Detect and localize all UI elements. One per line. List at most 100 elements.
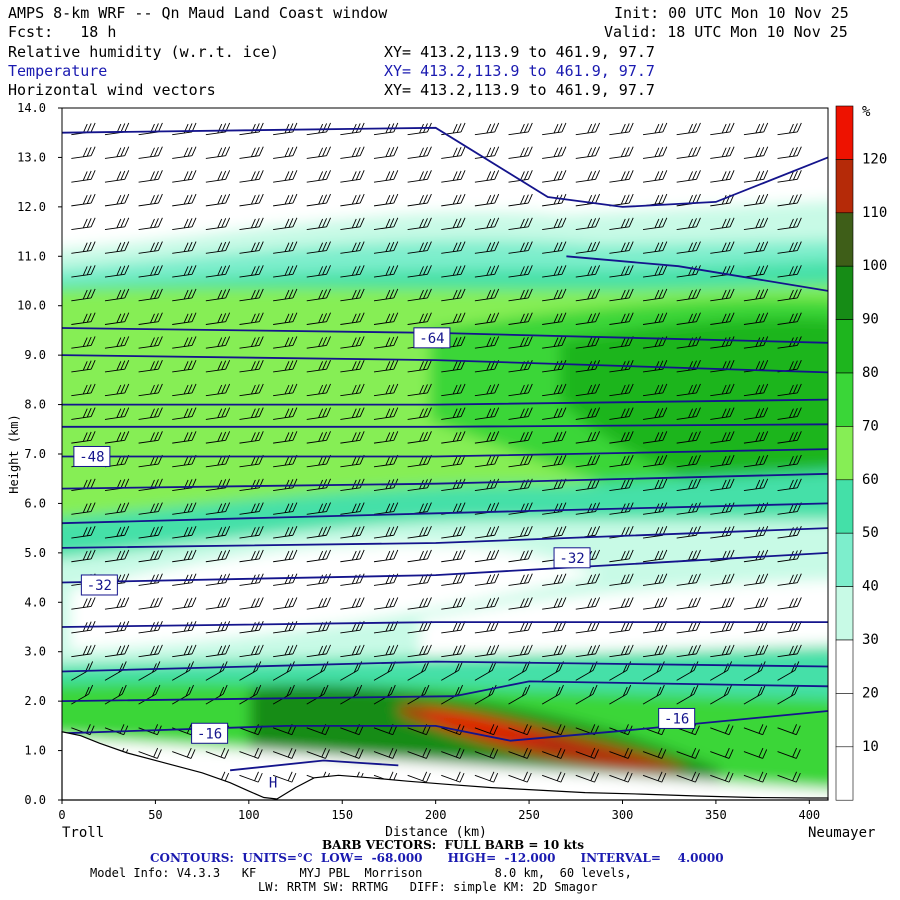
wind-barb (508, 241, 533, 254)
wind-barb (306, 644, 331, 658)
wind-barb (239, 146, 264, 159)
wind-barb (743, 193, 769, 207)
wind-barb (340, 407, 365, 420)
wind-barb (340, 170, 365, 183)
wind-barb (373, 193, 399, 207)
wind-barb (609, 288, 634, 302)
contour-label: -32 (80, 574, 118, 596)
wind-barb (710, 644, 735, 658)
wind-barb (104, 265, 130, 278)
wind-barb (273, 288, 298, 302)
wind-barb (205, 146, 231, 159)
wind-barb (104, 312, 130, 325)
wind-barb (441, 407, 466, 420)
wind-barb (71, 502, 96, 515)
wind-barb (441, 170, 466, 183)
wind-barb (609, 241, 634, 254)
wind-barb (777, 597, 802, 610)
wind-barb (407, 661, 430, 681)
wind-barb (508, 193, 533, 207)
wind-barb (239, 359, 264, 373)
wind-barb (474, 573, 500, 586)
wind-barb (340, 359, 365, 373)
wind-barb (642, 407, 668, 420)
wind-barb (104, 597, 130, 610)
wind-barb (306, 684, 329, 705)
wind-barb (508, 454, 533, 468)
contour-label: -48 (73, 445, 111, 467)
wind-barb (575, 170, 600, 183)
wind-barb (441, 573, 466, 586)
wind-barb (407, 193, 432, 207)
colorbar-label: 20 (862, 685, 879, 701)
colorbar-swatch (835, 479, 854, 534)
wind-barb (373, 597, 399, 610)
wind-barb (340, 193, 365, 207)
wind-barb (71, 146, 96, 159)
wind-barb (542, 620, 567, 634)
wind-barb (104, 359, 130, 373)
wind-barb (710, 336, 735, 349)
wind-barb (306, 359, 331, 373)
wind-barb (508, 170, 533, 183)
forecast-hour: Fcst: 18 h (8, 23, 117, 41)
wind-barb (205, 526, 231, 539)
wind-barb (71, 431, 96, 444)
wind-barb (373, 359, 399, 373)
wind-barb (407, 383, 432, 397)
wind-barb (239, 312, 264, 325)
wind-barb (373, 265, 399, 278)
wind-barb (138, 747, 162, 759)
wind-barb (172, 549, 197, 563)
wind-barb (172, 241, 197, 254)
wind-barb (71, 312, 96, 325)
axes: 0.0 1.0 2.0 3.0 4.0 5.0 6.0 7.0 8.0 9.0 10.0 11.0 12… (17, 101, 820, 822)
wind-barb (676, 644, 701, 658)
wind-barb (542, 336, 567, 349)
temperature-isotherm (62, 527, 828, 549)
wind-barb (441, 771, 465, 783)
wind-barb (474, 771, 499, 783)
wind-barb (676, 478, 701, 492)
wind-barb (676, 265, 701, 278)
wind-barb (542, 217, 567, 231)
wind-barb (373, 431, 399, 444)
wind-barb (373, 747, 398, 759)
wind-barb (71, 288, 96, 302)
wind-barb (609, 478, 634, 492)
wind-barb (777, 193, 802, 207)
wind-barb (676, 407, 701, 420)
wind-barb (676, 312, 701, 325)
wind-barb (340, 288, 365, 302)
wind-barb (273, 407, 298, 420)
wind-barb (676, 170, 701, 183)
wind-barb (71, 620, 96, 634)
wind-barb (575, 241, 600, 254)
wind-barb (205, 359, 231, 373)
wind-barb (407, 526, 432, 539)
wind-barb (642, 265, 668, 278)
wind-barb (205, 431, 231, 444)
wind-barb (373, 502, 399, 515)
wind-barb (441, 265, 466, 278)
wind-barb (340, 597, 365, 610)
wind-barb (676, 747, 700, 759)
wind-barb (273, 146, 298, 159)
wind-barb (205, 502, 231, 515)
x-tick-label: 50 (148, 808, 162, 822)
wind-barb (710, 312, 735, 325)
wind-barb (340, 549, 365, 563)
wind-barb (542, 122, 567, 136)
wind-barb (777, 265, 802, 278)
wind-barb (777, 620, 802, 634)
wind-barb (474, 407, 500, 420)
wind-barb (205, 217, 231, 231)
wind-barb (676, 383, 701, 397)
wind-barb (306, 217, 331, 231)
wind-barb (273, 526, 298, 539)
colorbar-label: 10 (862, 739, 879, 755)
colorbar-label: 50 (862, 525, 879, 541)
wind-barb (205, 193, 231, 207)
wind-barb (474, 170, 500, 183)
wind-barb (508, 549, 533, 563)
